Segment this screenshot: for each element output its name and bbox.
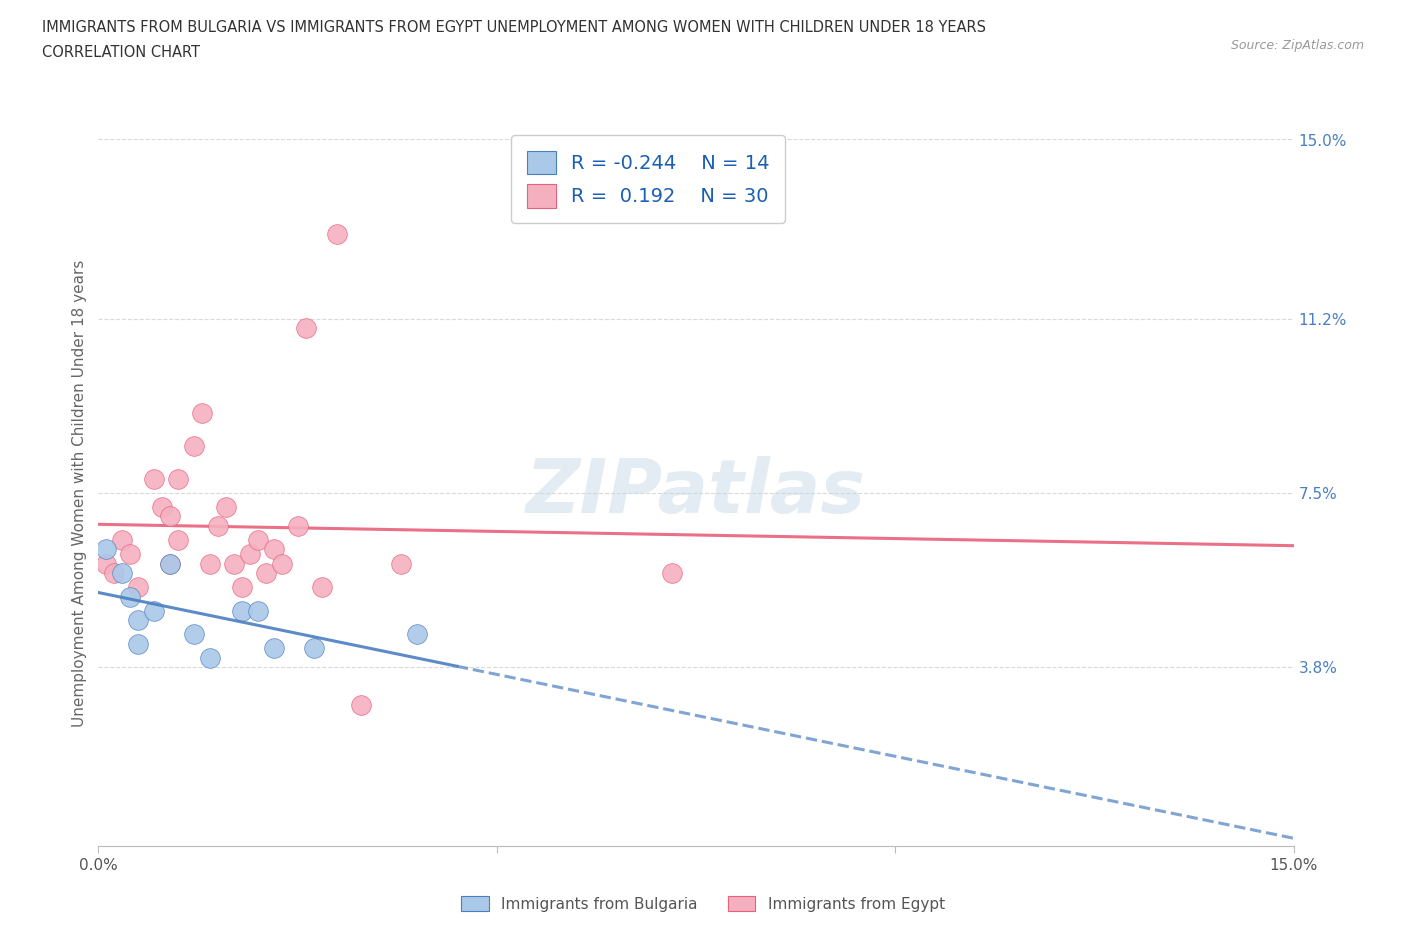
Point [150,499,173,514]
Point [263,641,285,656]
Point [120,547,142,562]
Point [127,579,149,594]
Point [231,579,253,594]
Point [246,533,269,548]
Text: ZIPatlas: ZIPatlas [526,457,866,529]
Point [263,542,285,557]
Point [167,472,190,486]
Point [254,565,277,580]
Point [239,547,262,562]
Point [198,650,221,665]
Point [198,556,221,571]
Point [143,472,166,486]
Point [215,499,238,514]
Point [143,604,166,618]
Point [183,438,205,453]
Text: Source: ZipAtlas.com: Source: ZipAtlas.com [1230,39,1364,52]
Point [191,405,214,420]
Point [120,589,142,604]
Point [294,321,316,336]
Text: IMMIGRANTS FROM BULGARIA VS IMMIGRANTS FROM EGYPT UNEMPLOYMENT AMONG WOMEN WITH : IMMIGRANTS FROM BULGARIA VS IMMIGRANTS F… [42,20,986,35]
Point [96,542,118,557]
Point [207,518,229,533]
Point [103,565,125,580]
Point [406,627,429,642]
Point [661,565,683,580]
Point [246,604,269,618]
Legend: Immigrants from Bulgaria, Immigrants from Egypt: Immigrants from Bulgaria, Immigrants fro… [456,889,950,918]
Point [183,627,205,642]
Point [270,556,292,571]
Point [127,613,149,628]
Point [96,556,118,571]
Point [302,641,325,656]
Point [287,518,309,533]
Point [350,698,373,712]
Legend: R = -0.244    N = 14, R =  0.192    N = 30: R = -0.244 N = 14, R = 0.192 N = 30 [510,135,786,223]
Y-axis label: Unemployment Among Women with Children Under 18 years: Unemployment Among Women with Children U… [72,259,87,726]
Point [389,556,412,571]
Point [167,533,190,548]
Point [159,556,181,571]
Point [159,556,181,571]
Point [111,533,134,548]
Point [222,556,245,571]
Point [111,565,134,580]
Point [326,226,349,241]
Text: CORRELATION CHART: CORRELATION CHART [42,45,200,60]
Point [159,509,181,524]
Point [231,604,253,618]
Point [311,579,333,594]
Point [127,636,149,651]
